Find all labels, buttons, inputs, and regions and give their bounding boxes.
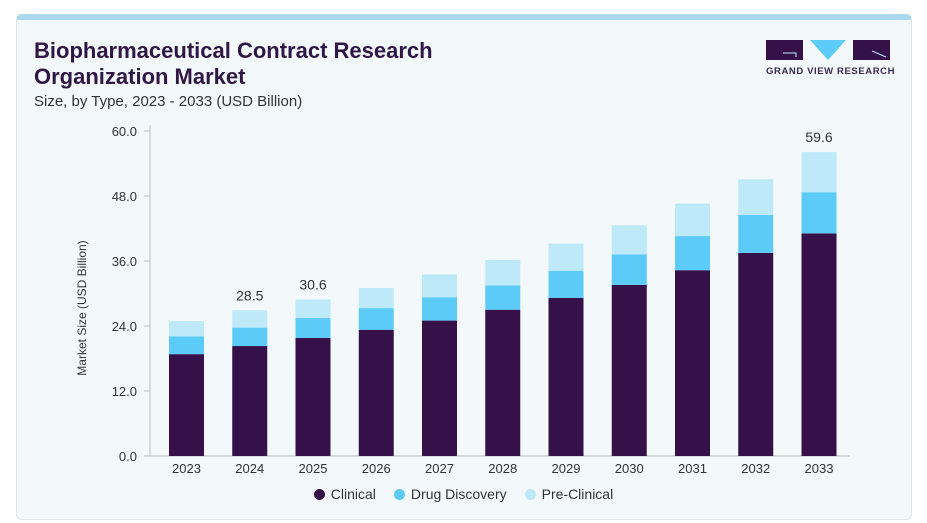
legend: Clinical Drug Discovery Pre-Clinical (0, 486, 927, 502)
bar-segment-drug-discovery (611, 254, 647, 285)
y-tick-label: 24.0 (112, 319, 137, 334)
legend-dot-icon (393, 489, 405, 500)
y-tick-label: 12.0 (112, 384, 137, 399)
legend-item: Clinical (313, 486, 376, 502)
x-tick-label: 2024 (235, 461, 264, 476)
bar-segment-pre-clinical (232, 310, 268, 328)
x-tick-label: 2031 (678, 461, 707, 476)
bar-segment-clinical (169, 354, 204, 456)
bar-segment-clinical (232, 346, 268, 456)
data-label: 30.6 (299, 276, 326, 292)
legend-dot-icon (313, 489, 325, 500)
y-tick-label: 60.0 (112, 124, 137, 139)
legend-item: Drug Discovery (393, 486, 507, 502)
bar-segment-drug-discovery (295, 317, 331, 338)
bar-segment-clinical (675, 270, 710, 456)
bar-segment-drug-discovery (548, 270, 584, 298)
x-tick-label: 2033 (805, 461, 834, 476)
x-tick-label: 2030 (615, 461, 644, 476)
legend-label: Clinical (330, 486, 376, 502)
x-tick-label: 2032 (741, 461, 770, 476)
bar-segment-clinical (358, 329, 394, 456)
bar-segment-clinical (485, 309, 521, 456)
legend-item: Pre-Clinical (524, 486, 614, 502)
bar-segment-pre-clinical (422, 274, 457, 298)
data-label: 59.6 (805, 129, 832, 145)
bar-segment-clinical (801, 233, 837, 456)
bar-segment-pre-clinical (801, 152, 837, 193)
bar-segment-pre-clinical (675, 203, 710, 237)
bar-segment-clinical (611, 284, 647, 456)
legend-label: Drug Discovery (410, 486, 507, 502)
legend-label: Pre-Clinical (541, 486, 614, 502)
x-tick-label: 2026 (362, 461, 391, 476)
bar-segment-pre-clinical (169, 321, 204, 337)
bar-segment-pre-clinical (548, 243, 584, 271)
data-label: 28.5 (236, 287, 263, 303)
chart-title: Biopharmaceutical Contract Research Organ… (34, 38, 433, 89)
x-tick-label: 2029 (552, 461, 581, 476)
bar-segment-clinical (738, 252, 774, 456)
bar-segment-clinical (422, 320, 457, 456)
bar-segment-pre-clinical (738, 179, 774, 215)
x-tick-label: 2028 (488, 461, 517, 476)
bar-segment-drug-discovery (169, 336, 204, 355)
y-tick-label: 48.0 (112, 189, 137, 204)
bar-segment-drug-discovery (675, 236, 710, 271)
bar-segment-drug-discovery (738, 214, 774, 253)
bar-segment-clinical (548, 297, 584, 456)
bar-segment-drug-discovery (801, 192, 837, 234)
bar-segment-pre-clinical (485, 259, 521, 286)
logo-text: GRAND VIEW RESEARCH (766, 66, 896, 77)
bar-segment-drug-discovery (485, 285, 521, 310)
y-tick-label: 0.0 (119, 449, 137, 464)
bar-segment-drug-discovery (422, 297, 457, 321)
x-tick-label: 2023 (172, 461, 201, 476)
y-tick-label: 36.0 (112, 254, 137, 269)
bar-segment-drug-discovery (358, 308, 394, 330)
x-tick-label: 2025 (299, 461, 328, 476)
y-axis-label: Market Size (USD Billion) (75, 240, 89, 375)
x-tick-label: 2027 (425, 461, 454, 476)
bar-segment-pre-clinical (611, 225, 647, 255)
bar-segment-pre-clinical (295, 299, 331, 318)
legend-dot-icon (524, 489, 536, 500)
bar-segment-clinical (295, 337, 331, 456)
bar-segment-pre-clinical (358, 288, 394, 309)
grand-view-research-logo (766, 40, 890, 60)
bar-segment-drug-discovery (232, 327, 268, 347)
chart-subtitle: Size, by Type, 2023 - 2033 (USD Billion) (34, 93, 303, 110)
